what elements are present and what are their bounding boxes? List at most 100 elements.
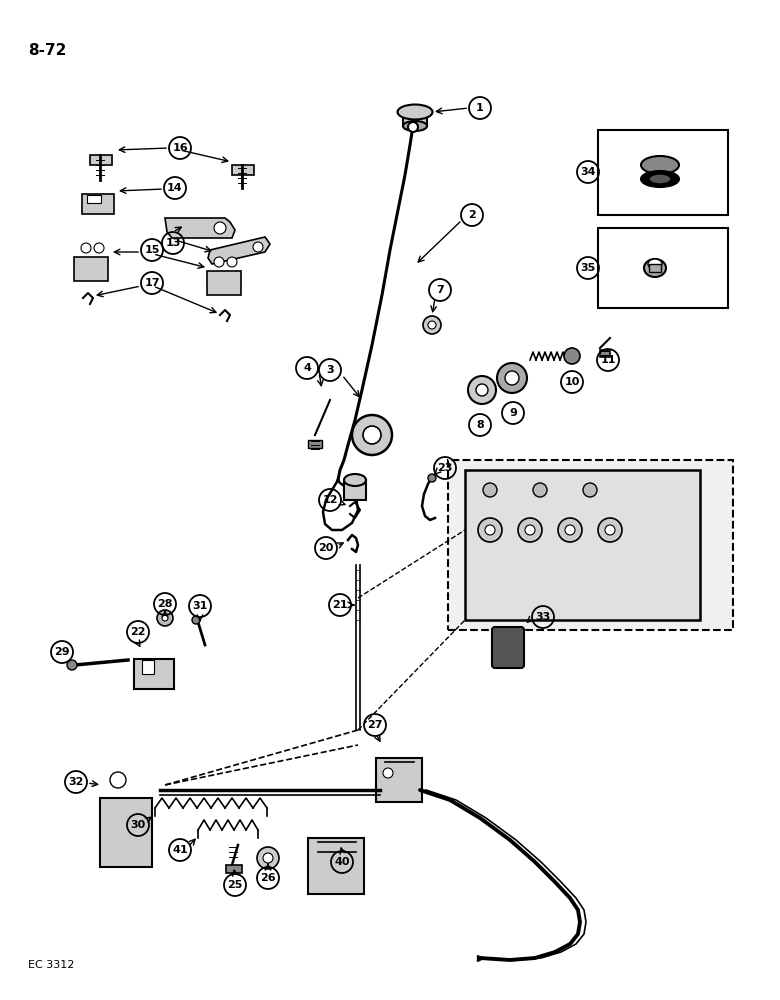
Circle shape — [423, 316, 441, 334]
Ellipse shape — [641, 171, 679, 187]
Ellipse shape — [398, 104, 432, 119]
Text: 41: 41 — [172, 845, 188, 855]
Text: 25: 25 — [227, 880, 243, 890]
Text: 35: 35 — [580, 263, 596, 273]
Bar — [403, 112, 427, 126]
Ellipse shape — [649, 174, 671, 184]
Ellipse shape — [344, 474, 366, 486]
Circle shape — [497, 363, 527, 393]
Circle shape — [476, 384, 488, 396]
Text: 26: 26 — [261, 873, 276, 883]
Text: 27: 27 — [367, 720, 383, 730]
Circle shape — [214, 222, 226, 234]
FancyBboxPatch shape — [74, 257, 108, 281]
Circle shape — [564, 348, 580, 364]
Circle shape — [558, 518, 582, 542]
Bar — [344, 480, 366, 500]
Bar — [232, 165, 254, 175]
Circle shape — [94, 243, 104, 253]
Bar — [649, 264, 661, 272]
Text: 14: 14 — [167, 183, 183, 193]
Circle shape — [110, 772, 126, 788]
Circle shape — [525, 525, 535, 535]
Text: 21: 21 — [332, 600, 348, 610]
Circle shape — [533, 483, 547, 497]
FancyBboxPatch shape — [492, 627, 524, 668]
Text: 8: 8 — [476, 420, 484, 430]
FancyBboxPatch shape — [100, 798, 152, 867]
Text: 10: 10 — [564, 377, 580, 387]
Text: 9: 9 — [509, 408, 517, 418]
Text: 7: 7 — [436, 285, 444, 295]
Text: 11: 11 — [601, 355, 615, 365]
Text: 13: 13 — [165, 238, 181, 248]
Circle shape — [583, 483, 597, 497]
Circle shape — [192, 616, 200, 624]
Text: 12: 12 — [322, 495, 338, 505]
Circle shape — [408, 122, 418, 132]
Circle shape — [157, 610, 173, 626]
Text: 17: 17 — [144, 278, 160, 288]
Circle shape — [468, 376, 496, 404]
Circle shape — [214, 257, 224, 267]
Circle shape — [363, 426, 381, 444]
Text: EC 3312: EC 3312 — [28, 960, 74, 970]
Ellipse shape — [344, 484, 366, 496]
Circle shape — [263, 853, 273, 863]
Circle shape — [253, 242, 263, 252]
Text: 22: 22 — [130, 627, 146, 637]
Text: 3: 3 — [326, 365, 334, 375]
Bar — [598, 228, 728, 308]
Circle shape — [565, 525, 575, 535]
Ellipse shape — [403, 121, 427, 131]
Circle shape — [598, 518, 622, 542]
Circle shape — [485, 525, 495, 535]
Text: 29: 29 — [54, 647, 70, 657]
Text: 4: 4 — [303, 363, 311, 373]
Circle shape — [383, 768, 393, 778]
Bar — [90, 155, 112, 165]
Ellipse shape — [648, 259, 662, 269]
Text: 33: 33 — [535, 612, 551, 622]
Circle shape — [162, 615, 168, 621]
Bar — [465, 470, 700, 620]
Ellipse shape — [644, 259, 666, 277]
Circle shape — [478, 518, 502, 542]
Text: 31: 31 — [193, 601, 207, 611]
FancyBboxPatch shape — [134, 659, 174, 689]
FancyBboxPatch shape — [308, 838, 364, 894]
Circle shape — [483, 483, 497, 497]
Text: 23: 23 — [438, 463, 452, 473]
Circle shape — [505, 371, 519, 385]
Ellipse shape — [641, 156, 679, 174]
Bar — [226, 865, 242, 873]
Text: 32: 32 — [69, 777, 83, 787]
Text: 40: 40 — [335, 857, 349, 867]
Bar — [650, 165, 670, 179]
Text: 16: 16 — [172, 143, 188, 153]
Text: 34: 34 — [580, 167, 596, 177]
Bar — [87, 195, 101, 203]
Circle shape — [257, 847, 279, 869]
Text: 30: 30 — [130, 820, 146, 830]
FancyBboxPatch shape — [376, 758, 422, 802]
Bar — [448, 460, 733, 630]
Text: 2: 2 — [468, 210, 476, 220]
Text: 15: 15 — [144, 245, 160, 255]
Circle shape — [605, 525, 615, 535]
FancyBboxPatch shape — [207, 271, 241, 295]
Text: 1: 1 — [476, 103, 484, 113]
Circle shape — [67, 660, 77, 670]
Text: 28: 28 — [158, 599, 172, 609]
Circle shape — [227, 257, 237, 267]
Polygon shape — [208, 237, 270, 264]
Bar — [142, 660, 154, 674]
Circle shape — [428, 321, 436, 329]
Bar — [600, 350, 610, 357]
Bar — [598, 130, 728, 215]
Bar — [308, 440, 322, 448]
Circle shape — [428, 474, 436, 482]
Text: 20: 20 — [318, 543, 334, 553]
Polygon shape — [165, 218, 235, 238]
Circle shape — [518, 518, 542, 542]
